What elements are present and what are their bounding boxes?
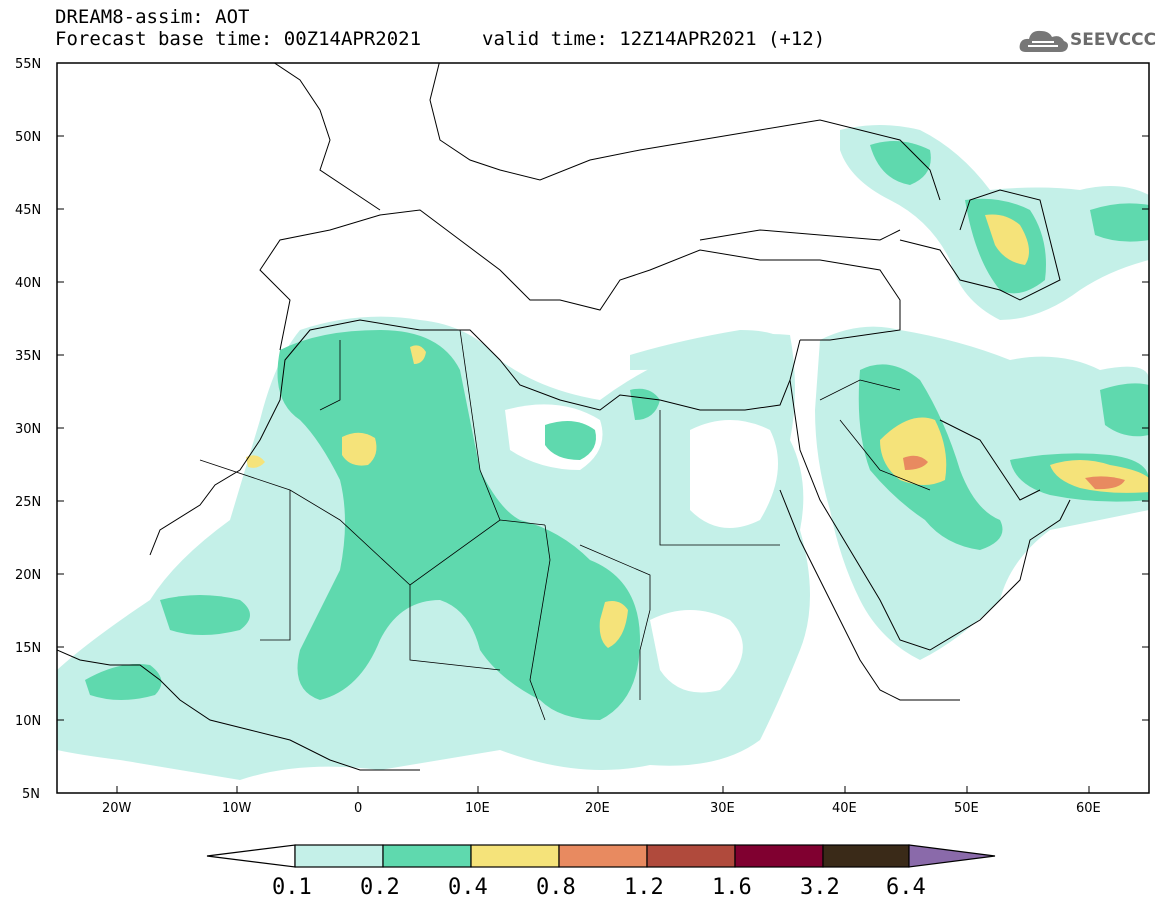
lon-label-30e: 30E — [710, 801, 735, 816]
country-borders — [199, 329, 931, 721]
colorbar-over-triangle — [908, 844, 996, 868]
aot-hole-2 — [650, 610, 743, 693]
aot-contour-yellow-morocco — [246, 455, 265, 468]
lat-label-40n: 40N — [15, 276, 41, 291]
aot-contour-yellow-chad — [599, 601, 628, 648]
lon-label-40e: 40E — [832, 801, 857, 816]
aot-contour-yellow-iraq — [880, 417, 947, 485]
aot-contour-green-libya — [545, 421, 596, 460]
aot-contour-green-westafrica — [85, 664, 162, 700]
colorbar-label-1: 0.2 — [360, 875, 400, 900]
aot-contour-green-algeria — [277, 330, 640, 720]
map-title: DREAM8-assim: AOT — [55, 6, 250, 28]
colorbar-bin-6 — [734, 844, 824, 868]
aot-contour-yellow-caspian — [985, 214, 1029, 265]
colorbar-label-7: 6.4 — [886, 875, 926, 900]
forecast-base-time: Forecast base time: 00Z14APR2021 — [55, 28, 422, 50]
colorbar-label-0: 0.1 — [272, 875, 312, 900]
colorbar-bin-7 — [822, 844, 910, 868]
seevccc-logo: SEEVCCC — [1018, 24, 1158, 58]
aot-contour-yellow-algeria — [342, 432, 377, 466]
lat-axis: 55N 50N 45N 40N 35N 30N 25N 20N 15N 10N … — [15, 57, 1149, 802]
lon-label-50e: 50E — [954, 801, 979, 816]
lat-label-25n: 25N — [15, 495, 41, 510]
colorbar: 0.1 0.2 0.4 0.8 1.2 1.6 3.2 6.4 — [206, 844, 996, 900]
aot-contour-light-east-med — [630, 330, 790, 370]
lat-label-20n: 20N — [15, 568, 41, 583]
lat-label-45n: 45N — [15, 203, 41, 218]
lat-label-10n: 10N — [15, 714, 41, 729]
lon-label-0: 0 — [354, 801, 362, 816]
aot-contour-green-mali — [160, 595, 250, 635]
cloud-icon — [1019, 30, 1068, 52]
lat-label-15n: 15N — [15, 641, 41, 656]
colorbar-under-triangle — [206, 844, 296, 868]
colorbar-label-5: 1.6 — [712, 875, 752, 900]
valid-time: valid time: 12Z14APR2021 (+12) — [482, 28, 826, 50]
colorbar-label-2: 0.4 — [448, 875, 488, 900]
colorbar-label-4: 1.2 — [624, 875, 664, 900]
colorbar-bin-3 — [470, 844, 560, 868]
lon-axis: 20W 10W 0 10E 20E 30E 40E 50E 60E — [102, 786, 1101, 816]
lat-label-35n: 35N — [15, 349, 41, 364]
aot-contour-green-blacksea — [870, 141, 931, 185]
colorbar-label-3: 0.8 — [536, 875, 576, 900]
aot-contour-orange-iraq — [903, 455, 928, 470]
lat-label-30n: 30N — [15, 422, 41, 437]
aot-contour-green-egypt — [630, 388, 660, 420]
colorbar-bin-2 — [382, 844, 472, 868]
logo-text: SEEVCCC — [1070, 30, 1157, 50]
aot-contour-yellow-tunisia — [410, 345, 426, 364]
colorbar-label-6: 3.2 — [800, 875, 840, 900]
colorbar-bin-5 — [646, 844, 736, 868]
colorbar-bin-1 — [294, 844, 384, 868]
lon-label-10w: 10W — [222, 801, 252, 816]
coastlines — [57, 63, 1071, 771]
colorbar-bin-4 — [558, 844, 648, 868]
lon-label-10e: 10E — [465, 801, 490, 816]
aot-contour-orange-iran — [1085, 476, 1125, 490]
aot-contour-green-turkmen — [1090, 203, 1149, 242]
aot-hole-3 — [690, 420, 778, 528]
aot-field — [57, 63, 1149, 780]
lon-label-20e: 20E — [585, 801, 610, 816]
lat-label-50n: 50N — [15, 130, 41, 145]
lat-label-5n: 5N — [22, 787, 40, 802]
lon-label-20w: 20W — [102, 801, 132, 816]
lon-label-60e: 60E — [1076, 801, 1101, 816]
aot-contour-green-east — [1100, 383, 1149, 437]
lat-label-55n: 55N — [15, 57, 41, 72]
